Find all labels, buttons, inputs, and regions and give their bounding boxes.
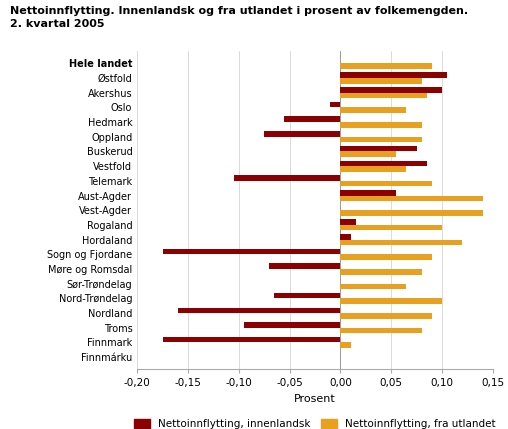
Bar: [340, 122, 422, 127]
Bar: [340, 166, 406, 172]
Bar: [340, 190, 396, 196]
Bar: [340, 146, 417, 151]
Bar: [269, 263, 340, 269]
Bar: [340, 240, 462, 245]
Bar: [244, 322, 340, 328]
Text: 2. kvartal 2005: 2. kvartal 2005: [10, 19, 105, 29]
Bar: [340, 107, 406, 113]
Bar: [340, 151, 396, 157]
Bar: [178, 308, 340, 313]
Bar: [340, 137, 422, 142]
Bar: [340, 342, 351, 348]
Bar: [274, 293, 340, 299]
Bar: [340, 284, 406, 289]
Text: Nettoinnflytting. Innenlandsk og fra utlandet i prosent av folkemengden.: Nettoinnflytting. Innenlandsk og fra utl…: [10, 6, 468, 16]
Legend: Nettoinnflytting, innenlandsk, Nettoinnflytting, fra utlandet: Nettoinnflytting, innenlandsk, Nettoinnf…: [130, 415, 500, 429]
Bar: [340, 160, 427, 166]
Bar: [340, 299, 442, 304]
Bar: [340, 87, 442, 93]
Bar: [340, 196, 483, 201]
Bar: [340, 254, 432, 260]
X-axis label: Prosent: Prosent: [294, 393, 336, 404]
Bar: [163, 249, 340, 254]
Bar: [340, 328, 422, 333]
Bar: [340, 73, 447, 78]
Bar: [340, 234, 351, 240]
Bar: [340, 219, 356, 225]
Bar: [330, 102, 340, 107]
Bar: [340, 269, 422, 275]
Bar: [340, 78, 422, 84]
Bar: [264, 131, 340, 137]
Bar: [234, 175, 340, 181]
Bar: [163, 337, 340, 342]
Bar: [340, 181, 432, 186]
Bar: [284, 116, 340, 122]
Bar: [340, 225, 442, 230]
Bar: [340, 93, 427, 98]
Bar: [340, 210, 483, 216]
Bar: [340, 313, 432, 319]
Bar: [340, 63, 432, 69]
